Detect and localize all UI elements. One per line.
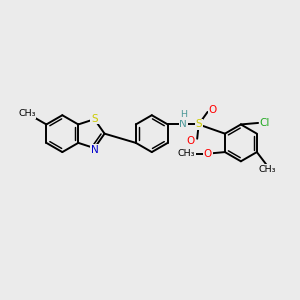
Text: CH₃: CH₃ [18, 109, 36, 118]
Text: N: N [179, 119, 187, 129]
Text: S: S [195, 119, 202, 129]
Text: O: O [187, 136, 195, 146]
Text: CH₃: CH₃ [178, 149, 195, 158]
Text: N: N [91, 145, 99, 155]
Text: S: S [91, 114, 98, 124]
Text: O: O [209, 106, 217, 116]
Text: Cl: Cl [260, 118, 270, 128]
Text: O: O [204, 148, 212, 159]
Text: CH₃: CH₃ [259, 165, 276, 174]
Text: H: H [180, 110, 187, 119]
